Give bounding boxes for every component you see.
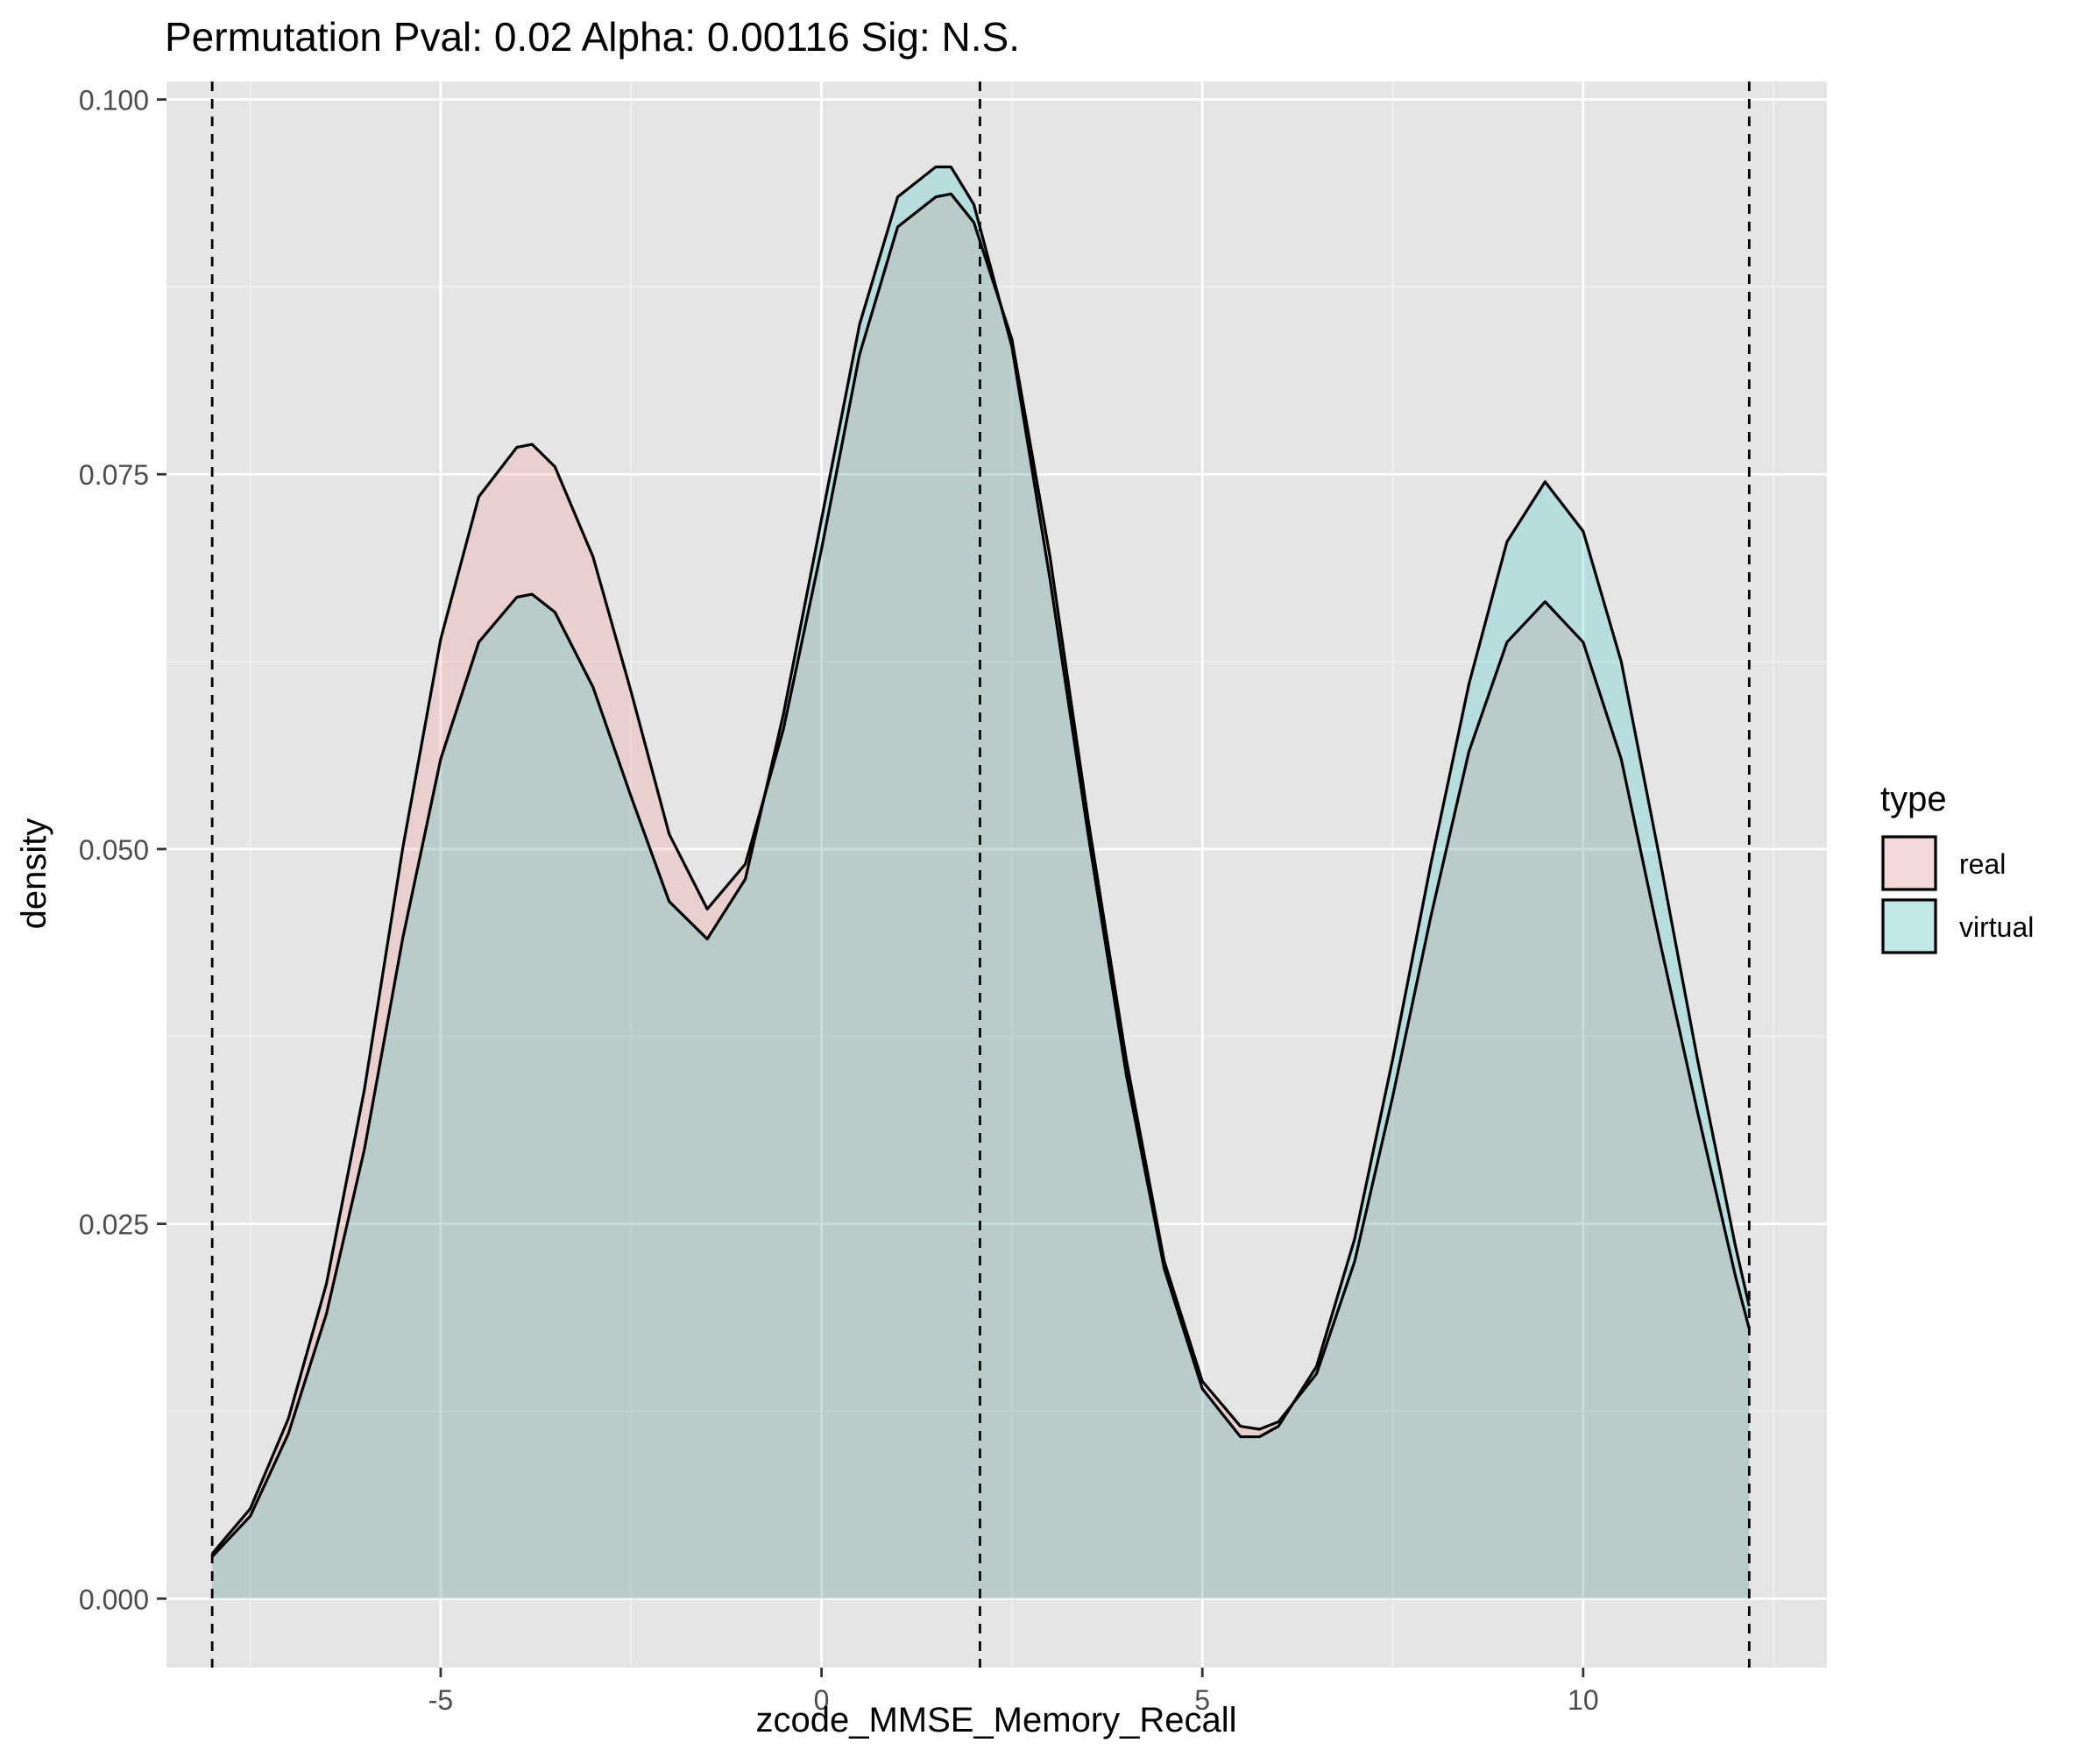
x-tick-label-1: 0 (814, 1684, 830, 1716)
x-axis-title: zcode_MMSE_Memory_Recall (755, 1701, 1236, 1739)
y-axis-title: density (15, 818, 53, 930)
y-tick-label-2: 0.050 (79, 834, 149, 866)
outline-real (210, 192, 1751, 1555)
area-virtual (212, 166, 1750, 1599)
legend-key-virtual (1881, 898, 1937, 954)
legend-title: type (1880, 780, 1947, 818)
x-axis: -5 0 5 10 (428, 1668, 1599, 1716)
legend-key-bg-virtual (1880, 897, 1938, 955)
y-tick-label-0: 0.000 (79, 1583, 149, 1615)
plot-panel (166, 81, 1827, 1668)
legend-items: real virtual (1880, 834, 2034, 955)
legend-label-real: real (1959, 848, 2006, 880)
chart-title: Permutation Pval: 0.02 Alpha: 0.00116 Si… (165, 14, 1020, 60)
legend: type real virtual (1880, 780, 2034, 955)
legend-key-bg-real (1880, 834, 1938, 892)
vline-layer (210, 81, 1751, 1668)
legend-key-real (1881, 835, 1937, 891)
x-tick-label-2: 5 (1194, 1684, 1210, 1716)
y-tick-label-3: 0.075 (79, 459, 149, 491)
legend-label-virtual: virtual (1959, 911, 2034, 943)
x-tick-label-0: -5 (428, 1684, 453, 1716)
x-tick-label-3: 10 (1568, 1684, 1599, 1716)
grid-major (166, 81, 1827, 1668)
outline-virtual (210, 165, 1751, 1558)
y-axis: 0.000 0.025 0.050 0.075 0.100 (79, 85, 166, 1615)
y-tick-label-1: 0.025 (79, 1209, 149, 1241)
y-tick-label-4: 0.100 (79, 85, 149, 117)
